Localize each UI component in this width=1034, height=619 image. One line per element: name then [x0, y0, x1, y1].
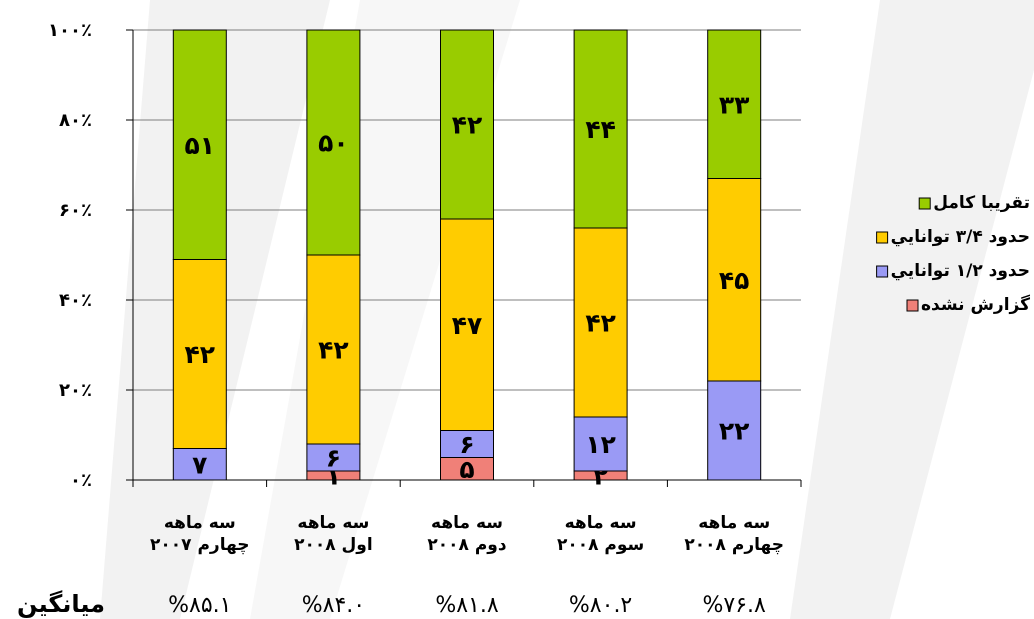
data-label: ۲۲ [719, 417, 750, 446]
data-label: ۴۵ [719, 266, 750, 295]
y-tick-label: ۰٪ [70, 470, 92, 491]
bar-segment [440, 430, 494, 458]
bar-segment [172, 448, 227, 481]
bar-segment [573, 416, 628, 472]
category-label: سه ماهه [431, 513, 503, 533]
y-tick-label: ۲۰٪ [59, 380, 92, 401]
data-label: ۴۴ [585, 115, 616, 144]
category-label: سه ماهه [297, 513, 369, 533]
category-label: چهارم ۲۰۰۷ [150, 535, 250, 555]
category-label: سوم ۲۰۰۸ [557, 535, 644, 555]
y-tick-label: ۶۰٪ [59, 200, 92, 221]
data-label: ۶ [459, 430, 474, 459]
bar-segment [306, 254, 361, 445]
y-tick-label: ۴۰٪ [59, 290, 92, 311]
category-label: چهارم ۲۰۰۸ [684, 535, 784, 555]
bar-segment [707, 178, 762, 382]
average-value: %۷۶.۸ [703, 593, 767, 618]
data-label: ۵۱ [185, 131, 216, 160]
legend-swatch [876, 265, 889, 278]
legend-swatch [876, 231, 889, 244]
category-label: سه ماهه [164, 513, 236, 533]
average-title: ميانگين [17, 590, 105, 618]
y-tick-label: ۸۰٪ [59, 110, 92, 131]
category-label: دوم ۲۰۰۸ [427, 535, 506, 555]
data-label: ۴۷ [452, 311, 483, 340]
average-value: %۸۴.۰ [302, 593, 365, 618]
category-label: اول ۲۰۰۸ [294, 535, 373, 555]
data-label: ۴۲ [185, 340, 216, 369]
data-label: ۵ [459, 455, 474, 484]
bar-segment [707, 29, 762, 179]
data-label: ۳۳ [719, 90, 750, 119]
y-axis: ۰٪ ۲۰٪ ۴۰٪ ۶۰٪ ۸۰٪ ۱۰۰٪ [48, 20, 802, 491]
category-label: سه ماهه [565, 513, 637, 533]
average-value: %۸۱.۸ [435, 593, 499, 618]
data-label: ۵۰ [318, 129, 349, 158]
bar-segment [172, 259, 227, 449]
legend-swatch [918, 197, 931, 210]
bar-segment [573, 29, 628, 229]
bar-segment [440, 218, 494, 431]
averages-row: ميانگين %۸۵.۱ %۸۴.۰ %۸۱.۸ %۸۰.۲ %۷۶.۸ [17, 590, 766, 618]
data-label: ۷ [192, 450, 207, 479]
y-tick-label: ۱۰۰٪ [48, 20, 92, 41]
legend-swatch [906, 299, 919, 312]
legend: تقريبا کامل حدود ۳/۴ توانايي حدود ۱/۲ توان… [876, 193, 1030, 315]
data-label: ۴۲ [318, 336, 349, 365]
data-label: ۴۲ [452, 111, 483, 140]
legend-label: حدود ۱/۲ توانايي [891, 261, 1030, 281]
legend-label: تقريبا کامل [933, 193, 1030, 213]
bar-segment [172, 29, 227, 260]
bar-segment [573, 227, 628, 418]
average-value: %۸۰.۲ [569, 593, 632, 618]
bar-segment [440, 29, 494, 220]
data-label: ۱۲ [585, 430, 616, 459]
bar-segment [306, 29, 361, 256]
legend-label: حدود ۳/۴ توانايي [891, 227, 1030, 247]
data-label: ۶ [326, 444, 341, 473]
category-label: سه ماهه [698, 513, 770, 533]
average-value: %۸۵.۱ [168, 593, 231, 618]
data-label: ۴۲ [585, 309, 616, 338]
legend-label: گزارش نشده [921, 294, 1030, 315]
